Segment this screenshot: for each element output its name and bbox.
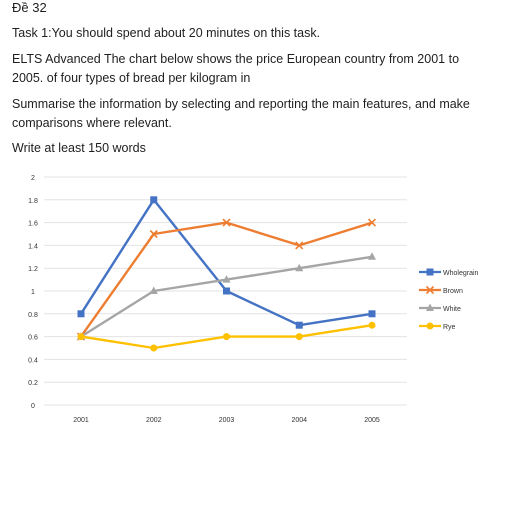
legend-marker-wholegrain [426,268,434,276]
data-point-white [368,252,376,260]
legend-marker-brown [425,285,435,295]
data-point-brown [149,229,158,239]
y-tick-label: 1.6 [28,221,38,228]
legend-label-brown: Brown [443,288,463,295]
data-point-brown [295,241,304,250]
data-point-white [222,275,231,283]
y-tick-label: 0.2 [28,380,38,387]
x-tick-label: 2001 [73,417,89,424]
data-point-brown [222,218,231,227]
y-tick-label: 1 [31,289,35,296]
legend-label-rye: Rye [443,324,456,331]
y-tick-label: 0 [31,403,35,410]
legend-marker-white [426,303,434,311]
y-tick-label: 2 [31,175,35,182]
data-point-wholegrain [368,310,376,318]
legend-label-white: White [443,306,461,313]
x-tick-label: 2004 [291,417,307,424]
data-point-wholegrain [223,287,230,295]
data-point-rye [295,333,303,341]
page-title: Đề 32 [12,0,47,15]
x-tick-label: 2005 [364,417,380,424]
data-point-rye [150,344,158,352]
data-point-rye [77,333,85,341]
data-point-wholegrain [295,321,303,329]
task-prompt: ELTS Advanced The chart below shows the … [12,52,460,85]
y-tick-label: 0.6 [28,335,38,342]
task-line: Task 1:You should spend about 20 minutes… [12,26,321,40]
x-tick-label: 2002 [146,417,162,424]
data-point-white [149,286,158,294]
legend-label-wholegrain: Wholegrain [443,270,479,277]
chart-container: 0 0.2 0.4 0.6 0.8 1 1.2 1.4 1.6 1.8 2 2001 2002 2003 2… [0,160,512,501]
series-line-white [80,255,373,338]
data-point-wholegrain [77,310,85,318]
data-point-rye [223,333,230,341]
data-point-wholegrain [150,196,158,204]
bread-price-chart: 0 0.2 0.4 0.6 0.8 1 1.2 1.4 1.6 1.8 2 2001 2002 2003 2… [28,175,479,424]
y-tick-label: 0.8 [28,312,38,319]
y-tick-label: 0.4 [28,357,38,364]
y-tick-label: 1.4 [28,243,38,250]
y-tick-label: 1.2 [28,266,38,273]
data-point-brown [367,218,377,227]
x-tick-label: 2003 [219,417,235,424]
task-instruction: Summarise the information by selecting a… [12,97,470,130]
legend-marker-rye [426,322,434,330]
word-count-requirement: Write at least 150 words [12,141,146,155]
y-tick-label: 1.8 [28,198,38,205]
data-point-rye [368,321,376,329]
data-point-white [295,263,304,272]
